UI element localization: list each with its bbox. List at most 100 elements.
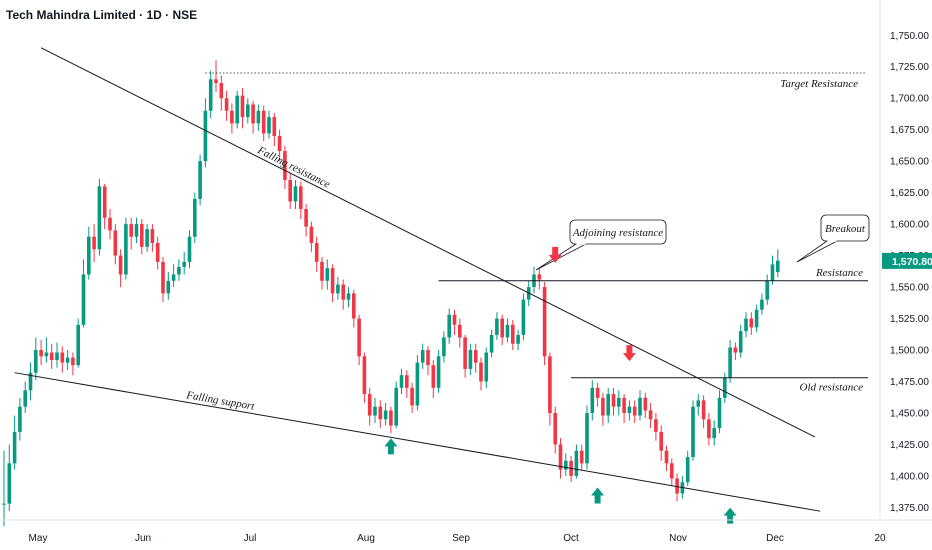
candle-body: [362, 356, 367, 395]
arrow-markers: [384, 246, 737, 524]
candle-body: [728, 347, 732, 378]
old-resistance-label: Old resistance: [800, 382, 864, 394]
candle-body: [765, 280, 769, 300]
candle-body: [171, 274, 176, 281]
candle-body: [76, 324, 80, 366]
candle-body: [664, 450, 669, 464]
falling-support-label: Falling support: [185, 389, 257, 413]
candle-body: [500, 318, 504, 338]
candle-body: [468, 350, 473, 369]
up-arrow-marker: [384, 438, 398, 455]
last-price-label: 1,570.80: [892, 256, 932, 268]
candle-body: [235, 95, 239, 124]
up-arrow-marker: [723, 507, 737, 524]
candle-body: [770, 264, 775, 281]
candle-body: [410, 387, 414, 406]
candle-body: [97, 186, 102, 250]
candle-body: [7, 463, 12, 504]
candle-body: [394, 387, 398, 426]
time-tick-label: Sep: [452, 533, 470, 544]
candle-body: [558, 444, 563, 470]
price-tick-label: 1,725.00: [890, 62, 929, 73]
candle-body: [415, 362, 420, 406]
price-tick-label: 1,700.00: [890, 94, 929, 105]
falling-support-line: [14, 372, 821, 512]
candle-body: [738, 331, 743, 353]
candle-body: [314, 243, 319, 262]
candle-body: [389, 410, 393, 426]
candle-body: [198, 161, 202, 199]
candle-body: [442, 337, 446, 357]
candle-body: [357, 318, 361, 357]
candle-body: [776, 260, 780, 272]
candle-body: [495, 318, 499, 335]
price-tick-label: 1,450.00: [890, 408, 929, 419]
candle-body: [670, 463, 674, 479]
candle-body: [590, 387, 595, 413]
annotation-lines: [14, 47, 868, 512]
candle-body: [479, 362, 483, 382]
candle-body: [516, 334, 520, 344]
candle-body: [659, 431, 663, 451]
candle-body: [632, 406, 637, 416]
candle-body: [420, 350, 425, 363]
candle-body: [28, 372, 33, 391]
candle-body: [744, 318, 748, 332]
time-tick-label: Aug: [357, 533, 375, 544]
candle-body: [219, 83, 224, 99]
candle-body: [134, 224, 139, 237]
candle-body: [124, 224, 128, 275]
candle-body: [431, 365, 436, 388]
candle-body: [579, 450, 584, 464]
price-tick-label: 1,500.00: [890, 346, 929, 357]
candle-body: [325, 268, 330, 281]
candle-body: [309, 226, 314, 244]
candle-body: [717, 397, 722, 429]
candle-body: [564, 460, 568, 470]
candle-body: [463, 337, 467, 369]
candle-body: [341, 284, 345, 300]
candle-body: [643, 397, 648, 411]
candle-body: [187, 236, 192, 262]
candle-body: [548, 356, 552, 413]
candle-body: [484, 352, 489, 382]
candle-body: [733, 347, 738, 353]
candle-body: [447, 314, 451, 338]
price-axis[interactable]: 1,375.00 1,400.00 1,425.00 1,450.00 1,475.00…: [879, 0, 932, 520]
target-resistance-label: Target Resistance: [780, 78, 858, 90]
chart-title: Tech Mahindra Limited · 1D · NSE: [6, 8, 198, 22]
candle-body: [622, 397, 626, 413]
candle-body: [150, 229, 155, 244]
candle-body: [373, 406, 377, 416]
candle-body: [521, 299, 526, 335]
candle-body: [542, 287, 547, 357]
price-tick-label: 1,675.00: [890, 125, 929, 136]
candle-body: [155, 243, 160, 262]
candle-body: [574, 450, 579, 476]
falling-resistance-label: Falling resistance: [255, 144, 332, 191]
breakout-callout-box: [820, 214, 870, 242]
time-tick-label: Nov: [669, 533, 687, 544]
candle-body: [585, 412, 589, 464]
candle-body: [283, 151, 287, 181]
candle-body: [44, 352, 49, 357]
candle-body: [246, 104, 250, 118]
candle-body: [140, 224, 144, 247]
candle-body: [654, 419, 658, 432]
candle-body: [537, 274, 542, 280]
candle-body: [34, 350, 38, 373]
candle-body: [701, 400, 706, 420]
candle-body: [691, 406, 695, 458]
candle-body: [224, 98, 229, 111]
price-tick-label: 1,375.00: [890, 503, 929, 514]
price-tick-label: 1,650.00: [890, 157, 929, 168]
candle-body: [87, 236, 91, 275]
time-tick-label: Jul: [244, 533, 257, 544]
candle-body: [18, 406, 22, 432]
candle-body: [272, 117, 277, 136]
time-axis[interactable]: May Jun Jul Aug Sep Oct Nov Dec 20: [0, 519, 932, 544]
candle-body: [2, 503, 6, 505]
breakout-callout-pointer: [796, 240, 838, 263]
